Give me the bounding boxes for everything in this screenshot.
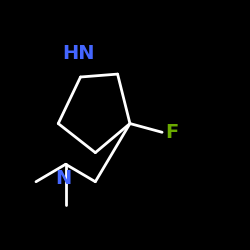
Text: N: N (55, 169, 71, 188)
Text: F: F (165, 123, 178, 142)
Text: HN: HN (62, 44, 94, 63)
